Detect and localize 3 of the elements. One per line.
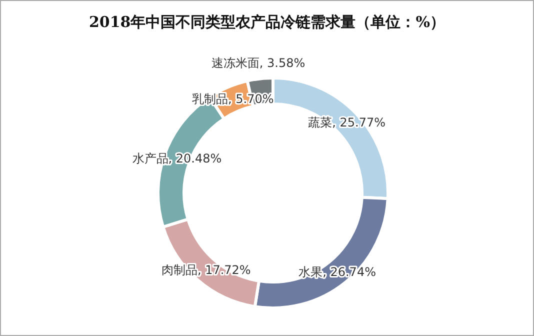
chart-title: 2018年中国不同类型农产品冷链需求量（单位：%） — [88, 13, 446, 32]
slice-label: 速冻米面, 3.58% — [211, 56, 306, 70]
slice-label: 蔬菜, 25.77% — [308, 116, 386, 130]
